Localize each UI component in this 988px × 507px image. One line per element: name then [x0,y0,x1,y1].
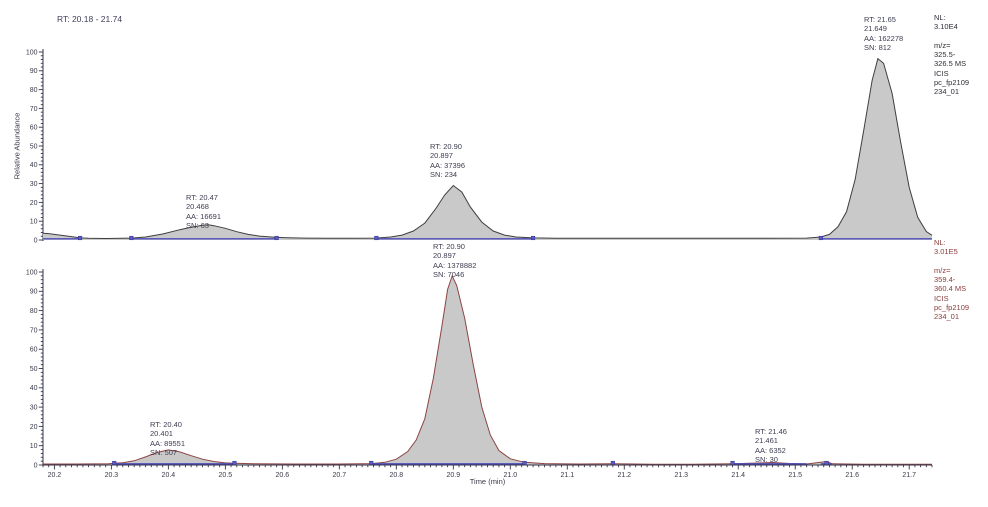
x-tick-label: 20.6 [276,472,290,479]
peak-label-top-20.47: RT: 20.47 20.468 AA: 16691 SN: 63 [186,193,222,231]
x-tick-label: 20.3 [105,472,119,479]
peak-label-bottom-20.40: RT: 20.40 20.401 AA: 89551 SN: 507 [150,420,186,458]
x-tick-label: 20.8 [390,472,404,479]
y-tick-label: 0 [34,237,38,244]
y-tick-label: 10 [30,443,38,450]
y-tick-label: 30 [30,405,38,412]
top-panel-y-axis: 0 10 20 30 40 50 60 70 80 90 100 [26,49,44,244]
x-tick-label: 21.5 [788,472,802,479]
peak-label-top-21.65: RT: 21.65 21.649 AA: 162278 SN: 812 [864,15,904,53]
x-tick-label: 21.4 [731,472,745,479]
x-tick-label: 21.3 [674,472,688,479]
y-tick-label: 0 [34,462,38,469]
y-tick-label: 80 [30,87,38,94]
top-chromatogram-trace [42,57,933,240]
y-tick-label: 90 [30,68,38,75]
y-tick-label: 60 [30,347,38,354]
y-tick-label: 30 [30,181,38,188]
x-tick-label: 21.1 [560,472,574,479]
nl-annotation-bottom: NL: 3.01E5 m/z= 359.4- 360.4 MS ICIS pc_… [934,238,970,322]
y-tick-label: 70 [30,327,38,334]
nl-annotation-top: NL: 3.10E4 m/z= 325.5- 326.5 MS ICIS pc_… [934,13,970,97]
y-tick-label: 70 [30,106,38,113]
peak-label-top-20.90: RT: 20.90 20.897 AA: 37396 SN: 234 [430,142,466,180]
y-tick-label: 50 [30,366,38,373]
y-tick-label: 20 [30,200,38,207]
x-axis-title: Time (min) [469,477,506,486]
x-tick-label: 20.2 [48,472,62,479]
x-tick-label: 20.5 [219,472,233,479]
x-tick-label: 21.6 [845,472,859,479]
x-tick-label: 20.4 [162,472,176,479]
bottom-panel-y-axis: 0 10 20 30 40 50 60 70 80 90 100 [26,269,44,469]
y-tick-label: 10 [30,219,38,226]
y-tick-label: 60 [30,125,38,132]
x-axis: 20.2 20.3 20.4 20.5 20.6 20.7 20.8 20.9 21.0 21.1… [42,464,933,479]
y-tick-label: 100 [26,49,38,56]
y-tick-label: 90 [30,289,38,296]
peak-label-bottom-21.46: RT: 21.46 21.461 AA: 6352 SN: 30 [755,427,787,465]
y-tick-label: 80 [30,308,38,315]
top-integration-baseline [43,235,932,241]
y-axis-title: Relative Abundance [12,112,22,180]
y-tick-label: 100 [26,269,38,276]
x-tick-label: 21.7 [902,472,916,479]
y-tick-label: 20 [30,424,38,431]
x-tick-label: 21.0 [503,472,517,479]
y-tick-label: 40 [30,385,38,392]
x-tick-label: 21.2 [617,472,631,479]
y-tick-label: 50 [30,143,38,150]
rt-range-header: RT: 20.18 - 21.74 [57,14,123,24]
x-tick-label: 20.7 [333,472,347,479]
peak-label-bottom-20.90: RT: 20.90 20.897 AA: 1378882 SN: 7046 [433,242,477,280]
bottom-integration-baseline [112,460,833,466]
y-tick-label: 40 [30,162,38,169]
x-tick-label: 20.9 [446,472,460,479]
